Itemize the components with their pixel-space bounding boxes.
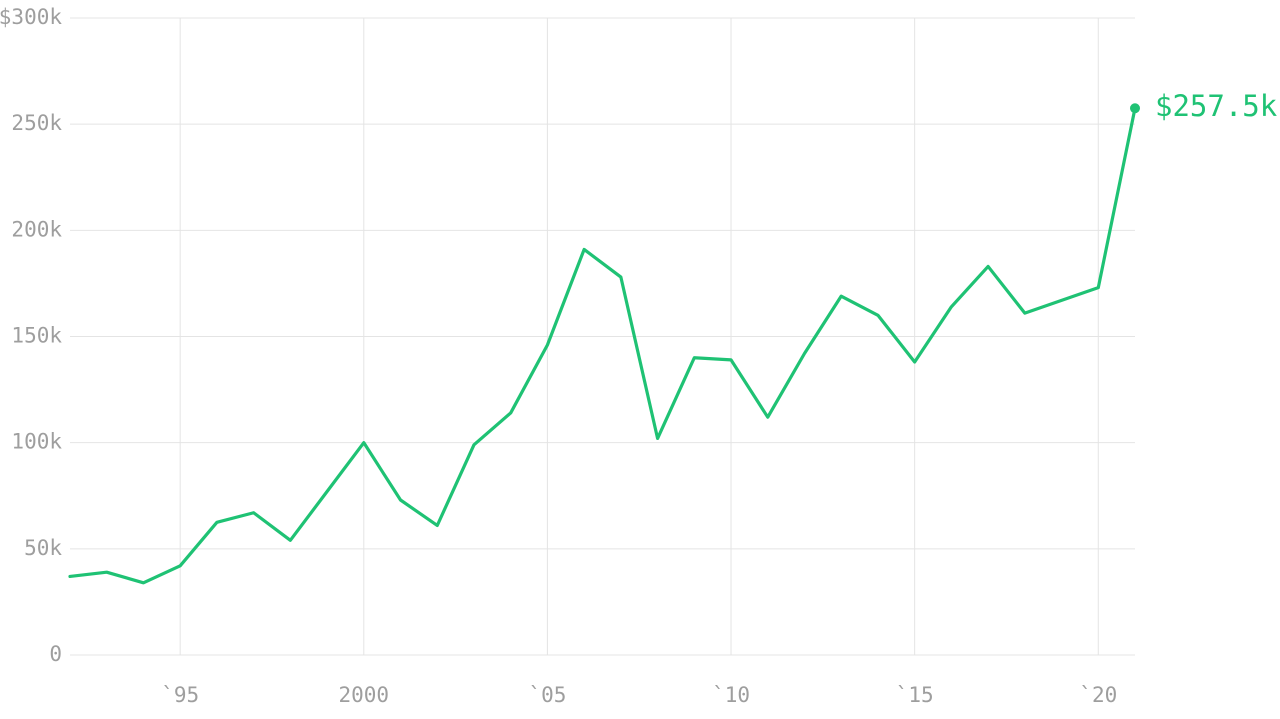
- y-axis-tick-label: 250k: [11, 111, 62, 135]
- series-line-median-sale-price: [70, 108, 1135, 583]
- y-axis-tick-label: 150k: [11, 324, 62, 348]
- series-end-label: $257.5k: [1155, 89, 1278, 123]
- x-axis-tick-label: `15: [896, 683, 934, 707]
- x-axis-tick-label: `05: [528, 683, 566, 707]
- x-axis-tick-label: `10: [712, 683, 750, 707]
- y-axis-tick-label: 200k: [11, 217, 62, 241]
- x-axis-tick-label: `20: [1079, 683, 1117, 707]
- series-end-marker: [1130, 103, 1140, 113]
- y-axis-tick-label: $300k: [0, 5, 62, 29]
- y-axis-tick-label: 50k: [24, 536, 62, 560]
- y-axis-tick-label: 100k: [11, 430, 62, 454]
- price-line-chart: 0 50k 100k 150k 200k 250k $300k `95 2000 `05 `10 `1…: [0, 0, 1280, 719]
- x-axis-tick-label: 2000: [339, 683, 390, 707]
- x-axis-tick-label: `95: [161, 683, 199, 707]
- y-axis-tick-label: 0: [49, 642, 62, 666]
